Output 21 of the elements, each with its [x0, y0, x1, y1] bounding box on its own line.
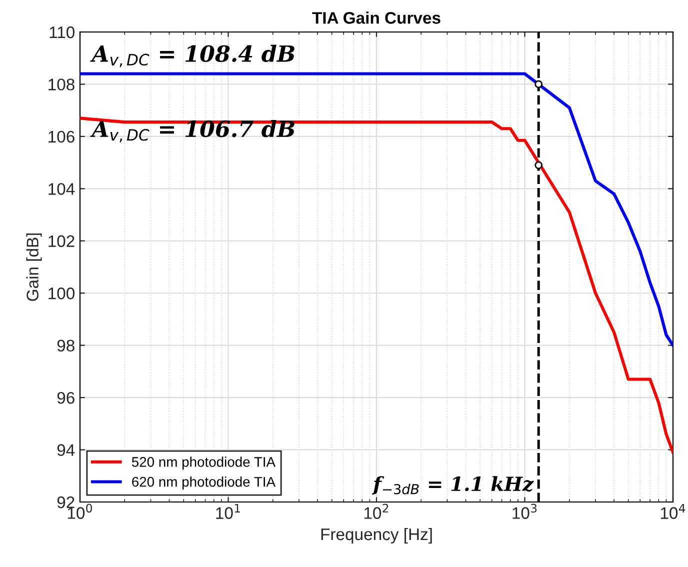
chart-title: TIA Gain Curves — [312, 12, 440, 24]
x-tick-label: 10$^{3}$ — [512, 504, 537, 519]
y-axis-title: Gain [dB] — [26, 233, 42, 301]
y-tick-label: 94 — [57, 444, 75, 456]
annotation: A$_{v,DC}$ = 108.4 dB — [90, 44, 294, 68]
y-tick-label: 108 — [48, 78, 74, 90]
y-tick-label: 106 — [48, 130, 74, 143]
y-tick-label: 102 — [48, 235, 74, 248]
y-tick-label: 104 — [48, 183, 75, 195]
x-tick-label: 10$^{2}$ — [364, 504, 388, 519]
y-tick-label: 110 — [50, 26, 74, 38]
y-tick-label: 100 — [48, 288, 74, 300]
annotation: A$_{v,DC}$ = 106.7 dB — [90, 120, 294, 142]
legend-label: 620 nm photodiode TIA — [132, 476, 276, 490]
x-tick-label: 10$^{4}$ — [660, 504, 686, 519]
y-tick-label: 96 — [57, 392, 74, 404]
x-tick-label: 10$^{1}$ — [216, 504, 240, 519]
annotation: f$_{−3dB}$ = 1.1 kHz — [372, 476, 534, 495]
x-axis-title: Frequency [Hz] — [321, 528, 432, 544]
y-tick-label: 98 — [57, 340, 74, 352]
legend-label: 520 nm photodiode TIA — [132, 456, 276, 470]
